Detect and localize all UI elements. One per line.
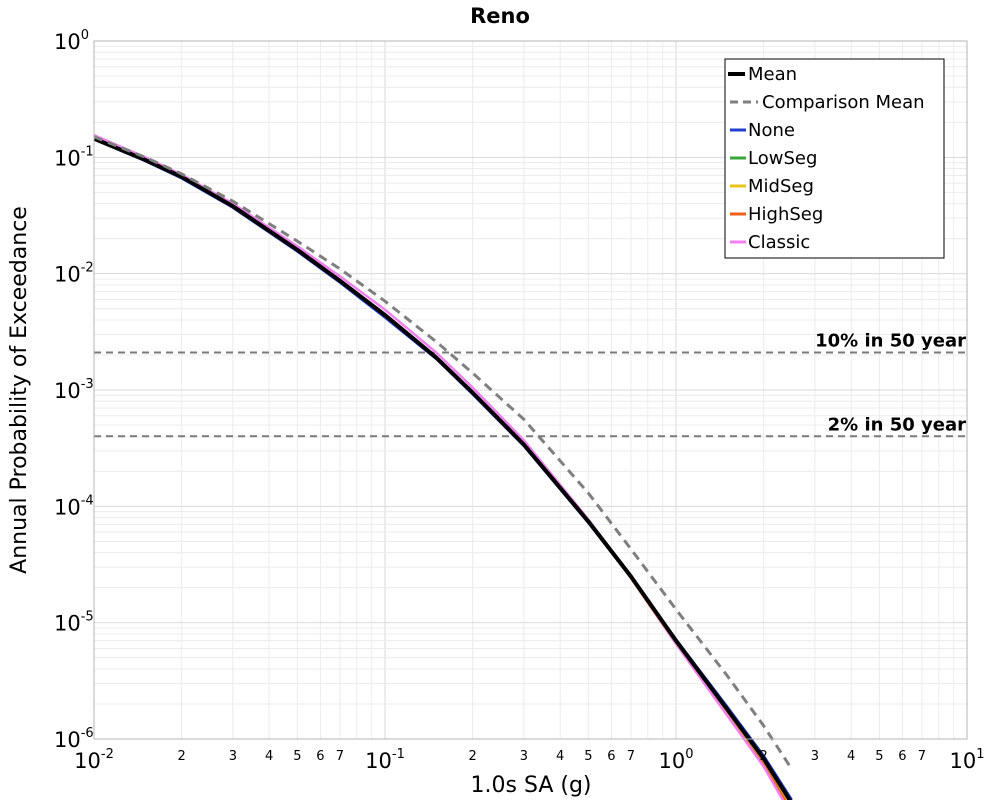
legend-entry-label: HighSeg xyxy=(748,204,823,225)
series-line-comparison-mean xyxy=(93,135,794,771)
x-minor-tick-label: 6 xyxy=(607,749,615,764)
legend-box xyxy=(724,58,945,259)
x-minor-tick-label: 3 xyxy=(520,749,528,764)
reference-line-label: 2% in 50 year xyxy=(828,414,966,435)
x-minor-tick-label: 4 xyxy=(556,749,564,764)
x-axis-label: 1.0s SA (g) xyxy=(471,773,592,798)
chart-title: Reno xyxy=(470,4,530,28)
x-minor-tick-label: 4 xyxy=(265,749,273,764)
x-minor-tick-label: 7 xyxy=(918,749,926,764)
legend-entry-label: Mean xyxy=(748,64,797,85)
x-minor-tick-label: 2 xyxy=(759,749,767,764)
x-minor-tick-label: 4 xyxy=(847,749,855,764)
x-minor-tick-label: 7 xyxy=(627,749,635,764)
legend-entry-label: LowSeg xyxy=(748,148,817,169)
x-minor-tick-label: 5 xyxy=(875,749,883,764)
x-minor-tick-label: 6 xyxy=(898,749,906,764)
x-minor-tick-label: 2 xyxy=(177,749,185,764)
legend-entry-label: Comparison Mean xyxy=(762,92,925,113)
x-tick-label: 101 xyxy=(949,747,984,773)
legend-entry-label: Classic xyxy=(748,232,810,253)
plot-frame xyxy=(93,40,968,740)
series-layer xyxy=(93,134,794,800)
x-minor-tick-label: 2 xyxy=(468,749,476,764)
legend-entry-label: None xyxy=(748,120,795,141)
x-minor-tick-label: 7 xyxy=(336,749,344,764)
series-line-mean xyxy=(93,136,793,800)
x-minor-tick-label: 3 xyxy=(811,749,819,764)
x-minor-tick-label: 6 xyxy=(316,749,324,764)
y-axis-label: Annual Probability of Exceedance xyxy=(7,206,32,574)
legend-entry-label: MidSeg xyxy=(748,176,814,197)
x-minor-tick-label: 5 xyxy=(293,749,301,764)
reference-lines: 10% in 50 year 2% in 50 year xyxy=(94,331,967,438)
grid xyxy=(93,41,967,740)
x-minor-tick-label: 5 xyxy=(584,749,592,764)
reference-line-label: 10% in 50 year xyxy=(815,331,966,352)
x-minor-tick-label: 3 xyxy=(229,749,237,764)
legend: Mean Comparison Mean None LowSeg MidSeg HighS… xyxy=(724,58,945,259)
